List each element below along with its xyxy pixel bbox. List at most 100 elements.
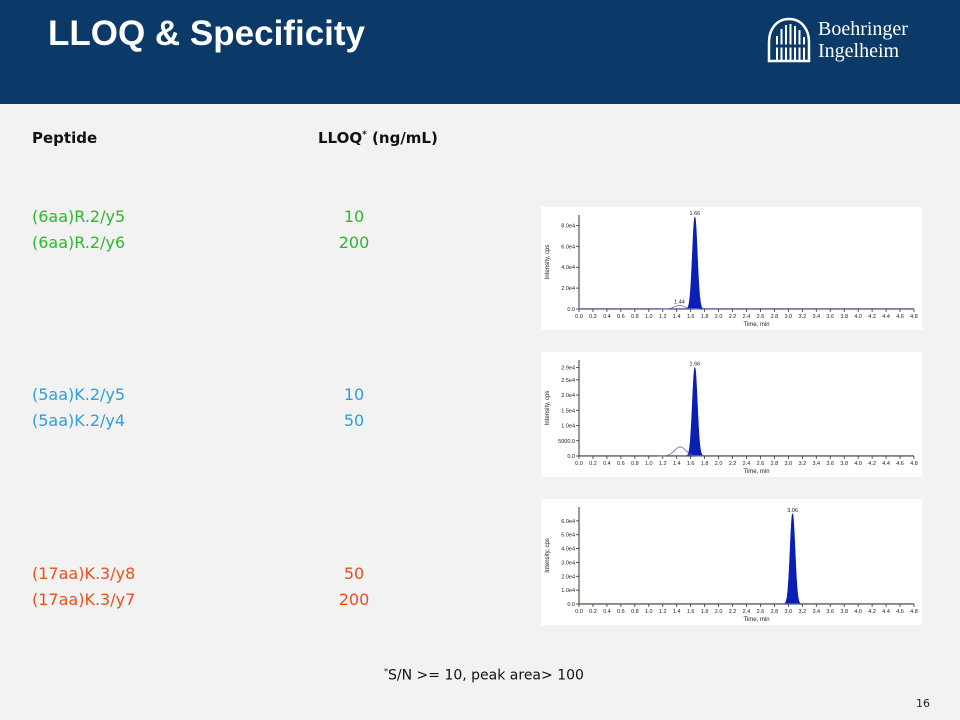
x-tick-label: 3.4 [812, 461, 820, 467]
x-tick-label: 2.6 [757, 461, 765, 467]
chromatogram-3: 0.0 1.0e4 2.0e4 3.0e4 4.0e4 5.0e4 6.0e4 0.0 0.2 0… [541, 499, 922, 625]
logo-wordmark: Boehringer Ingelheim [818, 18, 908, 62]
x-tick-label: 0.0 [575, 314, 583, 320]
x-tick-label: 4.6 [896, 461, 904, 467]
x-tick-label: 2.6 [757, 609, 765, 615]
x-tick-label: 1.4 [673, 461, 681, 467]
x-tick-label: 2.0 [715, 314, 723, 320]
x-tick-label: 4.0 [854, 609, 862, 615]
x-tick-label: 1.4 [673, 609, 681, 615]
x-tick-label: 0.8 [631, 314, 639, 320]
x-tick-label: 0.6 [617, 314, 625, 320]
company-logo: Boehringer Ingelheim [766, 16, 946, 66]
y-axis-label: Intensity, cps [545, 391, 551, 426]
lloq-unit: (ng/mL) [372, 129, 438, 147]
chromatogram-1-plot: 0.0 2.0e4 4.0e4 6.0e4 8.0e4 0.0 0.2 0.4 0.6 0.8 1.… [545, 211, 918, 328]
x-tick-label: 0.4 [603, 461, 611, 467]
x-tick-label: 3.6 [826, 609, 834, 615]
x-tick-label: 2.2 [729, 461, 737, 467]
y-tick-label: 0.0 [567, 454, 575, 460]
x-tick-label: 0.2 [589, 609, 597, 615]
x-tick-label: 4.8 [910, 461, 918, 467]
x-tick-label: 4.8 [910, 609, 918, 615]
x-tick-label: 1.8 [701, 461, 709, 467]
y-tick-label: 5.0e4 [561, 533, 575, 539]
chromatogram-1: 0.0 2.0e4 4.0e4 6.0e4 8.0e4 0.0 0.2 0.4 0.6 0.8 1.… [541, 207, 922, 330]
x-tick-label: 2.0 [715, 609, 723, 615]
lloq-value-4: 50 [343, 411, 365, 430]
peptide-row-6: (17aa)K.3/y7 [32, 590, 136, 609]
peptide-row-4: (5aa)K.2/y4 [32, 411, 126, 430]
lloq-footnote-mark: * [362, 130, 367, 140]
peptide-row-5: (17aa)K.3/y8 [32, 564, 136, 583]
peak-filled [782, 513, 803, 605]
peak-filled [684, 216, 705, 310]
x-axis-label: Time, min [743, 322, 769, 328]
lloq-value-6: 200 [338, 590, 370, 609]
lloq-value-1: 10 [343, 207, 365, 226]
y-axis-label: Intensity, cps [545, 538, 551, 573]
x-tick-label: 3.2 [799, 609, 807, 615]
logo-line-2: Ingelheim [818, 40, 900, 62]
peak-filled [684, 366, 705, 457]
y-tick-label: 2.5e4 [561, 378, 575, 384]
chromatogram-2: 0.0 5000.0 1.0e4 1.5e4 2.0e4 2.5e4 2.9e4 0.0 0.2… [541, 352, 922, 477]
lloq-value-5: 50 [343, 564, 365, 583]
x-tick-label: 3.0 [785, 461, 793, 467]
x-tick-label: 4.4 [882, 609, 890, 615]
peak-line [659, 304, 700, 310]
x-tick-label: 0.0 [575, 609, 583, 615]
x-tick-label: 2.8 [771, 609, 779, 615]
peak-label: 1.66 [689, 211, 700, 217]
x-tick-label: 3.0 [785, 609, 793, 615]
x-tick-label: 1.6 [687, 314, 695, 320]
x-tick-label: 3.6 [826, 461, 834, 467]
y-tick-label: 5000.0 [558, 439, 575, 445]
x-tick-label: 1.0 [645, 461, 653, 467]
page-number: 16 [916, 697, 930, 710]
x-tick-label: 2.8 [771, 314, 779, 320]
y-tick-label: 3.0e4 [561, 560, 575, 566]
x-tick-label: 4.4 [882, 461, 890, 467]
peptide-row-3: (5aa)K.2/y5 [32, 385, 126, 404]
slide-header: LLOQ & Specificity Boehringer Ingelheim [0, 0, 960, 104]
y-tick-label: 1.5e4 [561, 408, 575, 414]
lloq-value-3: 10 [343, 385, 365, 404]
footnote-mark: * [384, 667, 388, 676]
x-tick-label: 2.0 [715, 461, 723, 467]
x-tick-label: 1.4 [673, 314, 681, 320]
slide-title: LLOQ & Specificity [48, 14, 365, 53]
x-tick-label: 3.4 [812, 609, 820, 615]
x-tick-label: 2.2 [729, 314, 737, 320]
peak-label: 1.66 [689, 362, 700, 368]
x-tick-label: 0.8 [631, 609, 639, 615]
x-tick-label: 3.8 [840, 461, 848, 467]
y-tick-label: 1.0e4 [561, 588, 575, 594]
y-tick-label: 0.0 [567, 307, 575, 313]
column-header-peptide: Peptide [32, 129, 98, 147]
x-tick-label: 3.4 [812, 314, 820, 320]
x-tick-label: 1.6 [687, 461, 695, 467]
x-tick-label: 2.8 [771, 461, 779, 467]
x-tick-label: 0.8 [631, 461, 639, 467]
x-tick-label: 0.6 [617, 609, 625, 615]
x-tick-label: 1.2 [659, 609, 667, 615]
y-tick-label: 2.0e4 [561, 286, 575, 292]
x-tick-label: 3.6 [826, 314, 834, 320]
x-tick-label: 2.2 [729, 609, 737, 615]
x-tick-label: 0.2 [589, 314, 597, 320]
y-tick-label: 2.9e4 [561, 366, 575, 372]
peptide-row-1: (6aa)R.2/y5 [32, 207, 126, 226]
x-tick-label: 2.4 [743, 461, 751, 467]
x-tick-label: 3.2 [799, 461, 807, 467]
x-tick-label: 2.4 [743, 314, 751, 320]
x-tick-label: 0.4 [603, 314, 611, 320]
x-tick-label: 2.6 [757, 314, 765, 320]
logo-emblem-icon [767, 17, 811, 63]
x-tick-label: 4.4 [882, 314, 890, 320]
chromatogram-3-plot: 0.0 1.0e4 2.0e4 3.0e4 4.0e4 5.0e4 6.0e4 0.0 0.2 0… [545, 507, 918, 623]
y-tick-label: 6.0e4 [561, 519, 575, 525]
y-tick-label: 4.0e4 [561, 547, 575, 553]
x-tick-label: 3.2 [799, 314, 807, 320]
x-tick-label: 4.6 [896, 609, 904, 615]
